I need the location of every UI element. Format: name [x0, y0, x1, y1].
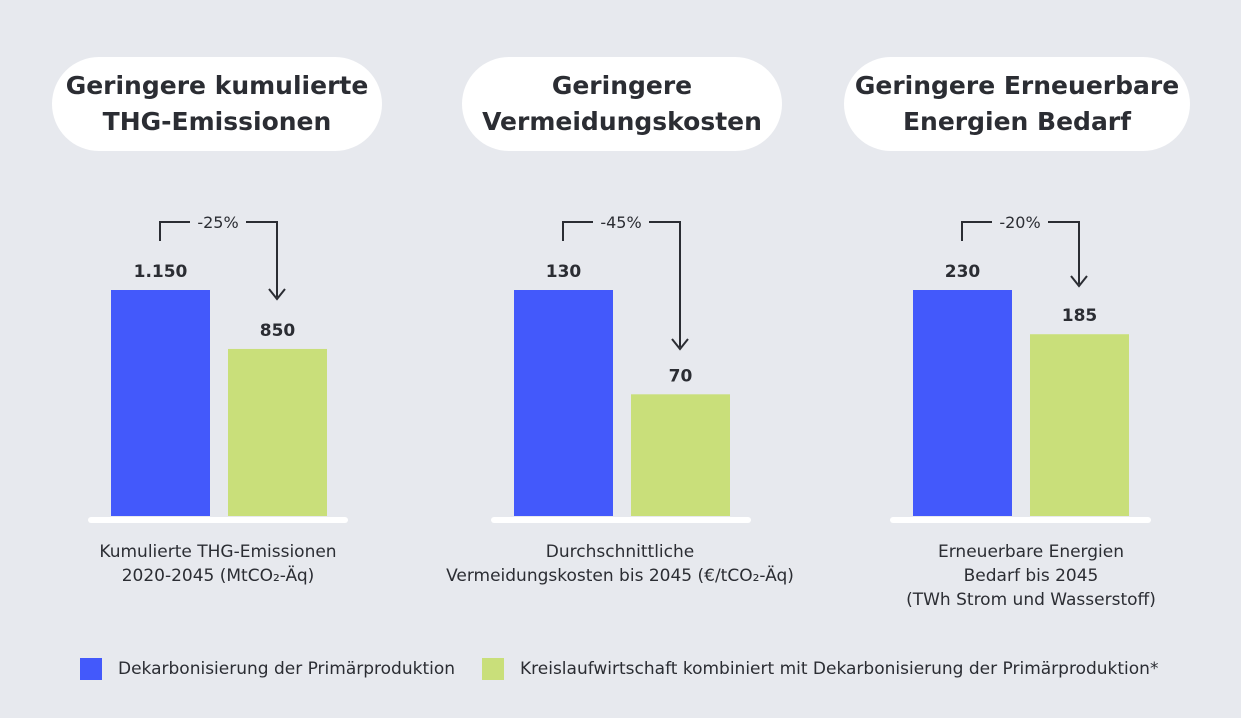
- caption-line: Bedarf bis 2045: [963, 566, 1099, 586]
- caption-line: Kumulierte THG-Emissionen: [99, 542, 337, 562]
- legend-swatch-circular: [482, 658, 504, 680]
- panel-title-line: Geringere: [551, 71, 693, 100]
- bar-circular: [631, 394, 730, 516]
- bar-primary: [514, 290, 613, 516]
- panel-caption: Kumulierte THG-Emissionen 2020-2045 (MtC…: [38, 540, 398, 588]
- change-bracket-left: [159, 221, 190, 241]
- change-percent-label: -45%: [600, 213, 641, 232]
- bar-primary: [913, 290, 1012, 516]
- caption-line: (TWh Strom und Wasserstoff): [906, 590, 1156, 610]
- caption-line: Vermeidungskosten bis 2045 (€/tCO₂-Äq): [446, 566, 794, 586]
- arrow-down-icon: [671, 338, 689, 351]
- panel-title-line: Vermeidungskosten: [482, 107, 762, 136]
- data-label: 70: [669, 366, 693, 386]
- panel-title: Geringere Vermeidungskosten: [462, 57, 782, 151]
- legend-swatch-primary: [80, 658, 102, 680]
- panel-title: Geringere Erneuerbare Energien Bedarf: [844, 57, 1190, 151]
- change-bracket-right: [649, 221, 681, 347]
- data-label: 1.150: [134, 262, 188, 282]
- panel-caption: Erneuerbare Energien Bedarf bis 2045 (TW…: [851, 540, 1211, 612]
- panel-title-line: THG-Emissionen: [102, 107, 332, 136]
- panel-title-line: Geringere kumulierte: [65, 71, 369, 100]
- change-percent-label: -20%: [999, 213, 1040, 232]
- panel-title: Geringere kumulierte THG-Emissionen: [52, 57, 382, 151]
- legend-label: Kreislaufwirtschaft kombiniert mit Dekar…: [520, 659, 1159, 679]
- panel-title-line: Energien Bedarf: [902, 107, 1132, 136]
- caption-line: Durchschnittliche: [545, 542, 695, 562]
- caption-line: 2020-2045 (MtCO₂-Äq): [121, 566, 315, 586]
- arrow-down-icon: [268, 288, 286, 301]
- bar-primary: [111, 290, 210, 516]
- arrow-down-icon: [1070, 275, 1088, 288]
- legend-item-primary: Dekarbonisierung der Primärproduktion: [80, 655, 455, 683]
- caption-line: Erneuerbare Energien: [938, 542, 1124, 562]
- bar-circular: [228, 348, 327, 516]
- panel-title-line: Geringere Erneuerbare: [854, 71, 1180, 100]
- change-bracket-left: [562, 221, 593, 241]
- data-label: 185: [1062, 306, 1098, 326]
- legend-item-circular: Kreislaufwirtschaft kombiniert mit Dekar…: [482, 655, 1158, 683]
- data-label: 850: [260, 321, 296, 341]
- change-bracket-right: [1048, 221, 1080, 284]
- panel-caption: Durchschnittliche Vermeidungskosten bis …: [440, 540, 800, 588]
- legend-label: Dekarbonisierung der Primärproduktion: [118, 659, 456, 679]
- data-label: 130: [546, 262, 582, 282]
- bar-circular: [1030, 334, 1129, 516]
- change-bracket-right: [246, 221, 278, 297]
- change-percent-label: -25%: [197, 213, 238, 232]
- change-bracket-left: [961, 221, 992, 241]
- data-label: 230: [945, 262, 981, 282]
